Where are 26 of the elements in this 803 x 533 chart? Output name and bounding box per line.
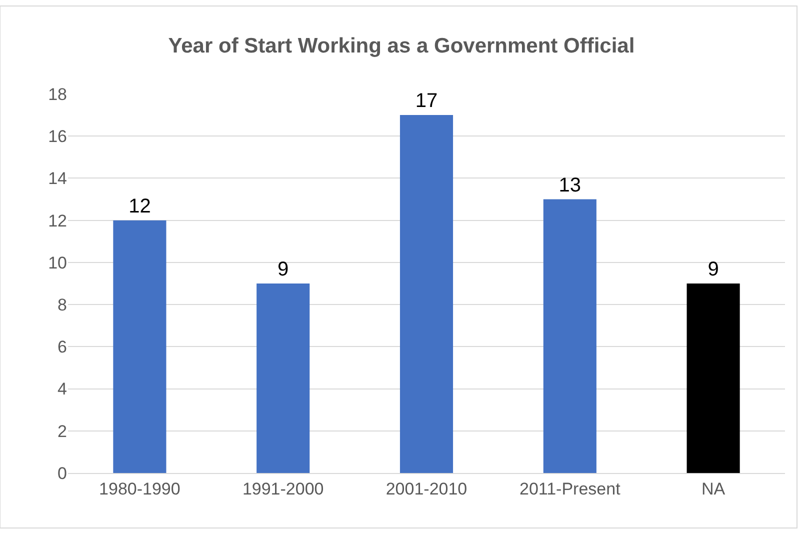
y-tick-label: 4 (58, 380, 67, 399)
chart-title: Year of Start Working as a Government Official (168, 34, 635, 58)
bar (686, 284, 740, 473)
data-label: 12 (128, 195, 151, 218)
x-tick-label: 1991-2000 (242, 479, 324, 498)
x-tick-label: 2011-Present (519, 479, 621, 498)
bar (400, 115, 454, 473)
y-tick-label: 0 (58, 464, 67, 483)
bar (256, 284, 310, 473)
y-tick-label: 6 (58, 338, 67, 357)
x-tick-label: 2001-2010 (386, 479, 468, 498)
bar (543, 199, 596, 473)
y-tick-label: 16 (48, 127, 67, 146)
y-tick-label: 12 (48, 211, 67, 230)
data-label: 13 (558, 174, 582, 196)
y-tick-label: 2 (58, 422, 67, 441)
y-tick-label: 18 (48, 84, 67, 104)
y-tick-label: 14 (48, 169, 67, 188)
x-tick-label: NA (701, 479, 726, 498)
data-label: 17 (415, 90, 438, 112)
y-tick-label: 10 (48, 253, 67, 272)
data-label: 9 (278, 258, 289, 280)
bar (113, 220, 166, 473)
y-tick-label: 8 (58, 296, 67, 315)
x-tick-label: 1980-1990 (99, 479, 180, 498)
data-label: 9 (708, 258, 719, 280)
